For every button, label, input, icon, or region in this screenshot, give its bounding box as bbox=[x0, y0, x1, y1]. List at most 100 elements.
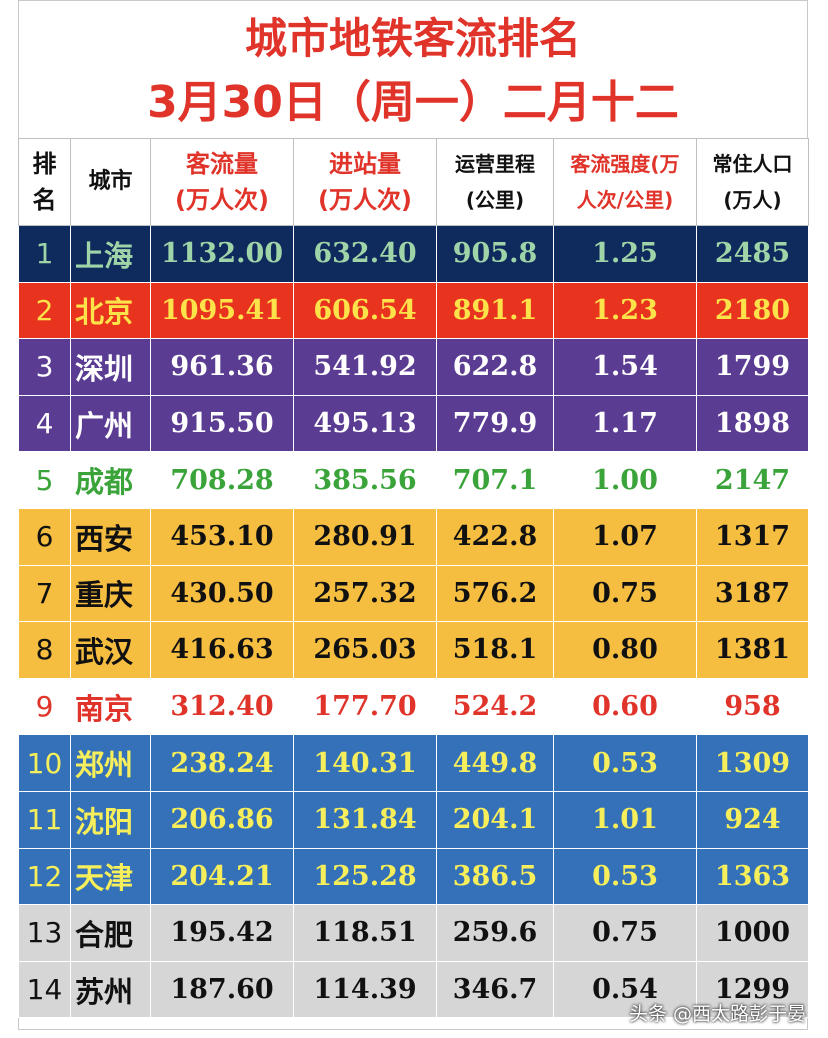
cell-population: 3187 bbox=[696, 564, 809, 623]
cell-ridership: 453.10 bbox=[150, 507, 294, 566]
cell-rank: 11 bbox=[18, 790, 71, 849]
cell-ridership: 187.60 bbox=[150, 960, 294, 1019]
cell-mileage: 346.7 bbox=[436, 960, 554, 1019]
header-rank-label: 排名 bbox=[32, 150, 57, 214]
cell-intensity: 0.75 bbox=[553, 904, 697, 962]
cell-intensity: 0.60 bbox=[553, 677, 697, 736]
cell-intensity: 1.17 bbox=[553, 394, 697, 453]
cell-mileage: 518.1 bbox=[436, 621, 554, 679]
table-row: 9 南京 312.40 177.70 524.2 0.60 958 bbox=[18, 677, 809, 736]
cell-intensity: 0.75 bbox=[553, 564, 697, 623]
page-subtitle-date: 3月30日（周一）二月十二 bbox=[147, 77, 679, 128]
cell-entries: 632.40 bbox=[293, 225, 437, 283]
cell-intensity: 0.53 bbox=[553, 734, 697, 792]
cell-entries: 125.28 bbox=[293, 847, 437, 906]
cell-rank: 4 bbox=[18, 394, 71, 453]
cell-population: 1299 bbox=[696, 960, 809, 1019]
table-row: 14 苏州 187.60 114.39 346.7 0.54 1299 bbox=[18, 960, 809, 1019]
cell-rank: 1 bbox=[18, 225, 71, 283]
table-row: 4 广州 915.50 495.13 779.9 1.17 1898 bbox=[18, 394, 809, 453]
cell-intensity: 1.54 bbox=[553, 338, 697, 396]
cell-entries: 177.70 bbox=[293, 677, 437, 736]
cell-city: 西安 bbox=[70, 507, 151, 566]
cell-city: 成都 bbox=[70, 451, 151, 509]
table-row: 13 合肥 195.42 118.51 259.6 0.75 1000 bbox=[18, 904, 809, 962]
header-intensity: 客流强度(万 人次/公里) bbox=[553, 138, 697, 226]
cell-rank: 7 bbox=[18, 564, 71, 623]
cell-intensity: 0.54 bbox=[553, 960, 697, 1019]
cell-population: 2485 bbox=[696, 225, 809, 283]
cell-city: 苏州 bbox=[70, 960, 151, 1019]
cell-ridership: 708.28 bbox=[150, 451, 294, 509]
cell-city: 武汉 bbox=[70, 621, 151, 679]
cell-population: 1799 bbox=[696, 338, 809, 396]
header-population-label: 常住人口 (万人) bbox=[712, 152, 793, 212]
cell-ridership: 416.63 bbox=[150, 621, 294, 679]
cell-entries: 265.03 bbox=[293, 621, 437, 679]
cell-population: 1898 bbox=[696, 394, 809, 453]
header-rank: 排名 bbox=[18, 138, 71, 226]
cell-intensity: 0.80 bbox=[553, 621, 697, 679]
cell-population: 2147 bbox=[696, 451, 809, 509]
cell-mileage: 905.8 bbox=[436, 225, 554, 283]
cell-ridership: 238.24 bbox=[150, 734, 294, 792]
header-city-label: 城市 bbox=[88, 169, 133, 194]
cell-intensity: 1.01 bbox=[553, 790, 697, 849]
header-entries-label: 进站量 (万人次) bbox=[318, 150, 412, 214]
cell-mileage: 386.5 bbox=[436, 847, 554, 906]
table-row: 12 天津 204.21 125.28 386.5 0.53 1363 bbox=[18, 847, 809, 906]
cell-population: 924 bbox=[696, 790, 809, 849]
cell-intensity: 1.23 bbox=[553, 281, 697, 340]
cell-mileage: 449.8 bbox=[436, 734, 554, 792]
cell-rank: 12 bbox=[18, 847, 71, 906]
cell-rank: 6 bbox=[18, 507, 71, 566]
cell-city: 深圳 bbox=[70, 338, 151, 396]
cell-rank: 3 bbox=[18, 338, 71, 396]
cell-population: 958 bbox=[696, 677, 809, 736]
cell-city: 沈阳 bbox=[70, 790, 151, 849]
cell-mileage: 259.6 bbox=[436, 904, 554, 962]
header-mileage-label: 运营里程 (公里) bbox=[455, 152, 535, 212]
cell-rank: 5 bbox=[18, 451, 71, 509]
table-row: 2 北京 1095.41 606.54 891.1 1.23 2180 bbox=[18, 281, 809, 340]
header-entries: 进站量 (万人次) bbox=[293, 138, 437, 226]
cell-mileage: 524.2 bbox=[436, 677, 554, 736]
cell-ridership: 206.86 bbox=[150, 790, 294, 849]
cell-intensity: 1.00 bbox=[553, 451, 697, 509]
ridership-table: 排名 城市 客流量 (万人次) 进站量 (万人次) 运营里程 (公里) 客流强度… bbox=[18, 138, 809, 1019]
cell-population: 1317 bbox=[696, 507, 809, 566]
table-row: 3 深圳 961.36 541.92 622.8 1.54 1799 bbox=[18, 338, 809, 396]
cell-intensity: 1.07 bbox=[553, 507, 697, 566]
cell-intensity: 0.53 bbox=[553, 847, 697, 906]
cell-intensity: 1.25 bbox=[553, 225, 697, 283]
watermark: 头条 @西太路彭于晏 bbox=[628, 1003, 806, 1025]
header-city: 城市 bbox=[70, 138, 151, 226]
table-row: 6 西安 453.10 280.91 422.8 1.07 1317 bbox=[18, 507, 809, 566]
header-intensity-label: 客流强度(万 人次/公里) bbox=[570, 152, 680, 212]
cell-ridership: 430.50 bbox=[150, 564, 294, 623]
cell-entries: 541.92 bbox=[293, 338, 437, 396]
cell-entries: 385.56 bbox=[293, 451, 437, 509]
cell-city: 广州 bbox=[70, 394, 151, 453]
cell-rank: 13 bbox=[18, 904, 71, 962]
cell-population: 1381 bbox=[696, 621, 809, 679]
page-title: 城市地铁客流排名 bbox=[244, 14, 581, 63]
cell-ridership: 312.40 bbox=[150, 677, 294, 736]
cell-rank: 10 bbox=[18, 734, 71, 792]
cell-rank: 8 bbox=[18, 621, 71, 679]
cell-city: 南京 bbox=[70, 677, 151, 736]
cell-city: 上海 bbox=[70, 225, 151, 283]
cell-population: 1309 bbox=[696, 734, 809, 792]
cell-ridership: 195.42 bbox=[150, 904, 294, 962]
table-row: 7 重庆 430.50 257.32 576.2 0.75 3187 bbox=[18, 564, 809, 623]
table-row: 1 上海 1132.00 632.40 905.8 1.25 2485 bbox=[18, 225, 809, 283]
cell-rank: 9 bbox=[18, 677, 71, 736]
cell-ridership: 204.21 bbox=[150, 847, 294, 906]
table-row: 5 成都 708.28 385.56 707.1 1.00 2147 bbox=[18, 451, 809, 509]
cell-population: 1363 bbox=[696, 847, 809, 906]
cell-city: 天津 bbox=[70, 847, 151, 906]
cell-city: 重庆 bbox=[70, 564, 151, 623]
header-mileage: 运营里程 (公里) bbox=[436, 138, 554, 226]
header-ridership: 客流量 (万人次) bbox=[150, 138, 294, 226]
cell-entries: 118.51 bbox=[293, 904, 437, 962]
